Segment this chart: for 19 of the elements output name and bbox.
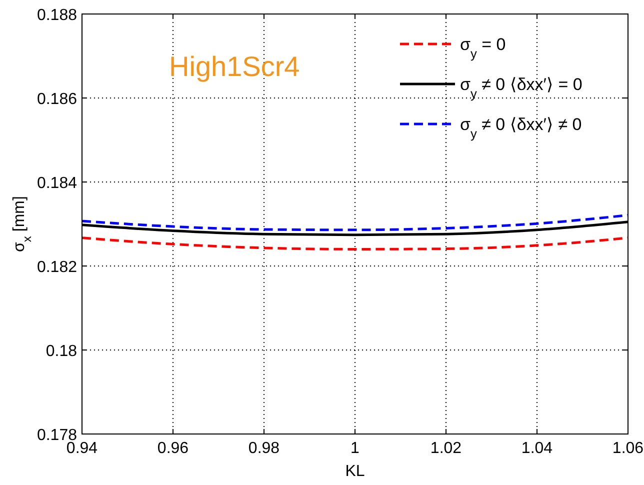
y-tick-label: 0.182 xyxy=(36,259,78,276)
legend-label: σ$_{y}$ ≠ 0 ⟨δxx′⟩ = 0 xyxy=(460,75,582,100)
y-tick-label: 0.186 xyxy=(36,91,78,108)
x-tick-label: 1.04 xyxy=(521,440,553,457)
x-tick-label: 0.98 xyxy=(248,440,280,457)
x-tick-label: 1.02 xyxy=(430,440,462,457)
x-tick-label: 1 xyxy=(350,440,360,457)
y-tick-label: 0.188 xyxy=(36,7,78,24)
line-series xyxy=(80,236,630,250)
x-tick-label: 1.06 xyxy=(612,440,644,457)
y-tick-label: 0.184 xyxy=(36,175,78,192)
x-tick-label: 0.94 xyxy=(66,440,98,457)
line-series xyxy=(80,214,630,232)
legend-label: σ$_{y}$ = 0 xyxy=(460,35,506,60)
x-tick-label: 0.96 xyxy=(157,440,189,457)
y-tick-label: 0.18 xyxy=(46,343,78,360)
annotation: High1Scr4 xyxy=(169,51,300,82)
x-axis-title: KL xyxy=(345,463,365,480)
legend-label: σ$_{y}$ ≠ 0 ⟨δxx′⟩ ≠ 0 xyxy=(460,115,582,140)
